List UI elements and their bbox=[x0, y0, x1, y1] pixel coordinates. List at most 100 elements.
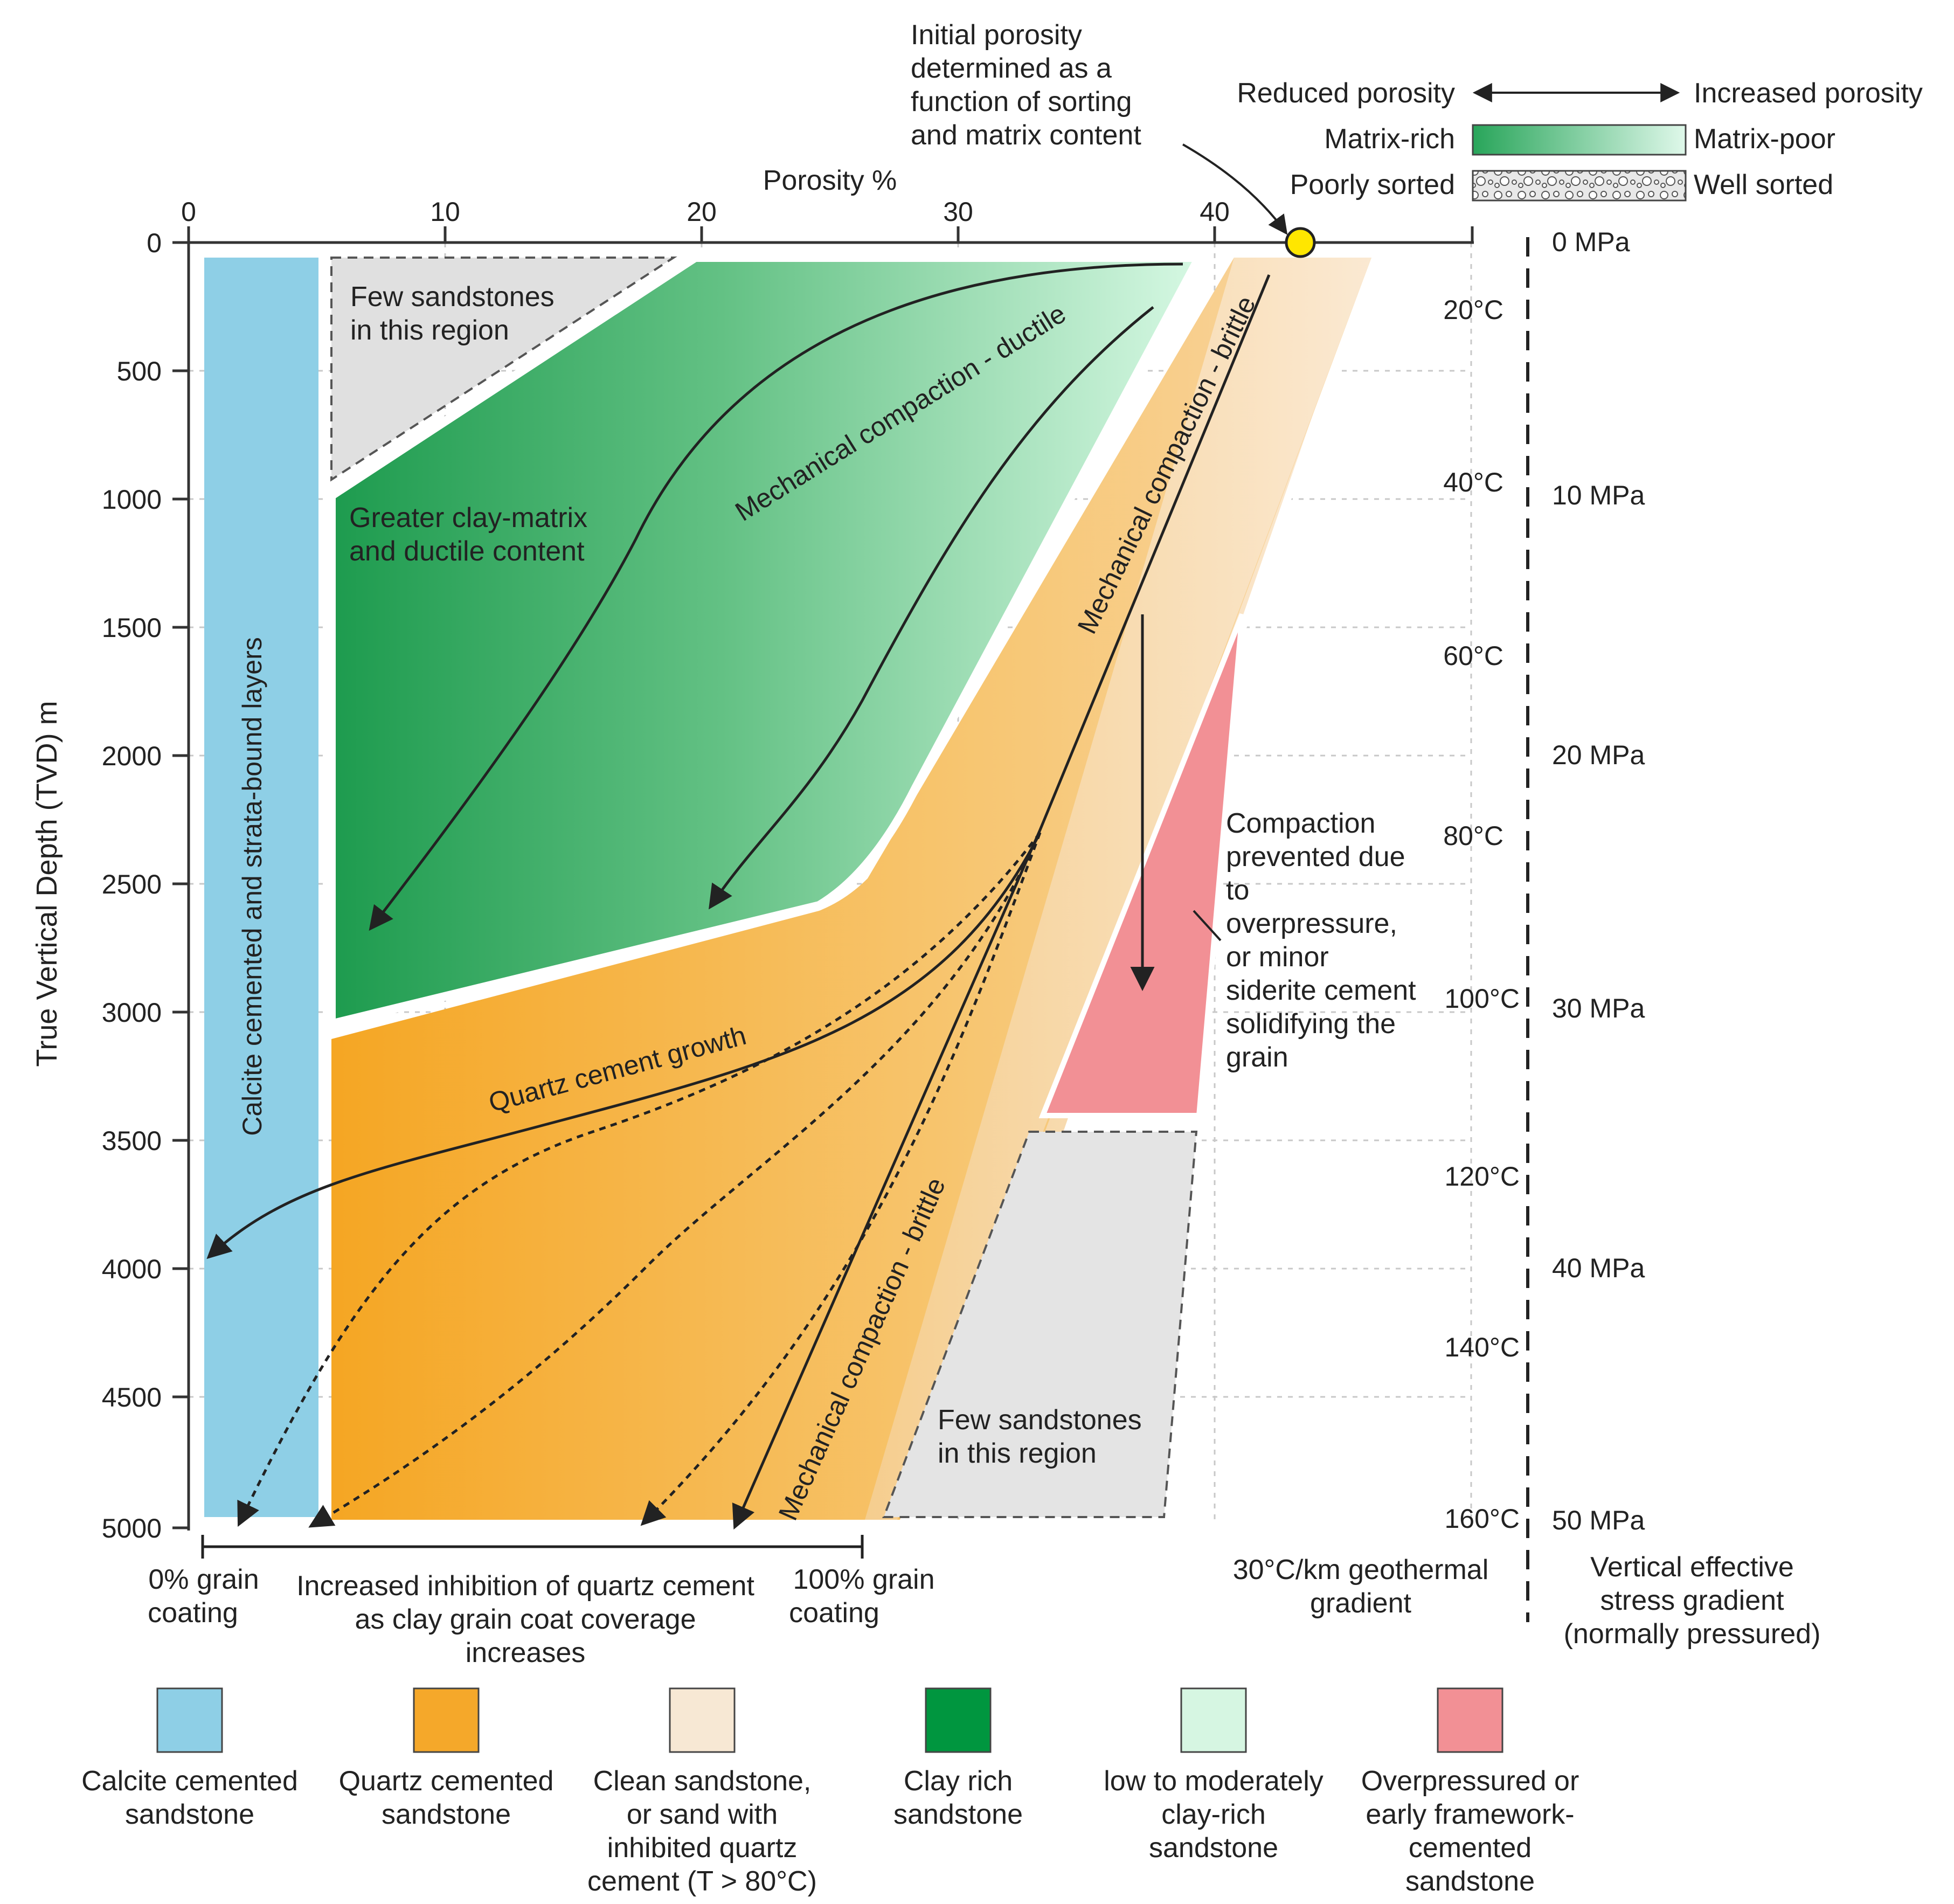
temperature-label: 160°C bbox=[1444, 1504, 1520, 1534]
legend-label: Clay rich bbox=[904, 1765, 1013, 1797]
x-axis bbox=[187, 226, 1474, 244]
y-tick-label: 2500 bbox=[102, 869, 162, 899]
y-tick-label: 1500 bbox=[102, 613, 162, 643]
matrix-gradient-bar bbox=[1472, 124, 1687, 156]
overpressure-label: siderite cement bbox=[1226, 975, 1416, 1006]
initial-porosity-label: and matrix content bbox=[911, 120, 1141, 151]
overpressure-label: to bbox=[1226, 875, 1249, 906]
calcite-region bbox=[204, 258, 318, 1517]
y-tick-label: 0 bbox=[147, 228, 162, 258]
matrix-poor-label: Matrix-poor bbox=[1694, 123, 1835, 155]
stress-caption: (normally pressured) bbox=[1564, 1618, 1821, 1650]
x-tick-label: 10 bbox=[430, 197, 460, 227]
few-sandstones-bottom-label: in this region bbox=[938, 1438, 1097, 1469]
porosity-key: Reduced porosity Increased porosity Matr… bbox=[1237, 78, 1923, 202]
stress-caption: stress gradient bbox=[1600, 1585, 1784, 1616]
stress-caption: Vertical effective bbox=[1590, 1552, 1794, 1583]
legend-label: sandstone bbox=[382, 1799, 511, 1830]
legend-label: or sand with bbox=[627, 1799, 778, 1830]
legend-label: cemented bbox=[1409, 1832, 1532, 1864]
legend-label: low to moderately bbox=[1104, 1765, 1324, 1797]
y-tick-label: 3500 bbox=[102, 1126, 162, 1156]
initial-porosity-label: determined as a bbox=[911, 53, 1112, 84]
legend-label: Quartz cemented bbox=[339, 1765, 554, 1797]
x-tick-label: 40 bbox=[1200, 197, 1230, 227]
few-sandstones-top-label: Few sandstones bbox=[350, 281, 555, 313]
overpressure-label: or minor bbox=[1226, 941, 1329, 973]
legend-label: clay-rich bbox=[1161, 1799, 1266, 1830]
temperature-label: 140°C bbox=[1444, 1332, 1520, 1362]
legend-label: sandstone bbox=[893, 1799, 1023, 1830]
legend-swatch-quartz bbox=[413, 1687, 480, 1753]
few-sandstones-top-label: in this region bbox=[350, 315, 509, 346]
x-axis-title: Porosity % bbox=[763, 165, 897, 196]
temperature-label: 80°C bbox=[1443, 821, 1503, 851]
overpressure-label: prevented due bbox=[1226, 841, 1405, 873]
legend-swatch-overpressured bbox=[1437, 1687, 1503, 1753]
coating-right-label: coating bbox=[789, 1597, 879, 1629]
initial-porosity-label: Initial porosity bbox=[911, 19, 1082, 51]
legend-label: Overpressured or bbox=[1361, 1765, 1579, 1797]
few-sandstones-bottom-region bbox=[882, 1131, 1198, 1518]
increased-porosity-label: Increased porosity bbox=[1694, 78, 1923, 109]
legend-swatch-low-clay bbox=[1180, 1687, 1247, 1753]
poorly-sorted-label: Poorly sorted bbox=[1290, 169, 1455, 200]
overpressure-label: grain bbox=[1226, 1042, 1288, 1073]
legend-label: Clean sandstone, bbox=[593, 1765, 812, 1797]
legend-swatch-clean bbox=[669, 1687, 736, 1753]
legend: Calcite cemented sandstone Quartz cement… bbox=[81, 1687, 1579, 1897]
y-tick-label: 4000 bbox=[102, 1254, 162, 1284]
grain-coating-scale bbox=[201, 1535, 864, 1559]
y-axis bbox=[172, 241, 190, 1531]
geothermal-caption: 30°C/km geothermal bbox=[1233, 1554, 1489, 1585]
legend-label: sandstone bbox=[1149, 1832, 1278, 1864]
legend-swatch-clay-rich bbox=[925, 1687, 992, 1753]
legend-label: cement (T > 80°C) bbox=[587, 1866, 817, 1897]
few-sandstones-top-region bbox=[330, 257, 677, 482]
initial-porosity-label: function of sorting bbox=[911, 86, 1132, 117]
coating-left-label: coating bbox=[148, 1597, 238, 1629]
y-tick-label: 2000 bbox=[102, 741, 162, 771]
y-tick-label: 4500 bbox=[102, 1382, 162, 1413]
stress-label: 0 MPa bbox=[1552, 227, 1630, 257]
temperature-label: 20°C bbox=[1443, 295, 1503, 325]
legend-swatch-calcite bbox=[156, 1687, 223, 1753]
stress-label: 40 MPa bbox=[1552, 1253, 1645, 1283]
y-tick-label: 500 bbox=[117, 356, 162, 386]
quartz-cemented-region bbox=[331, 258, 1371, 1520]
overpressure-label: Compaction bbox=[1226, 808, 1375, 839]
y-tick-label: 5000 bbox=[102, 1513, 162, 1543]
initial-porosity-pointer bbox=[1182, 143, 1288, 235]
legend-label: Calcite cemented bbox=[81, 1765, 298, 1797]
x-tick-label: 0 bbox=[181, 197, 196, 227]
coating-right-label: 100% grain bbox=[793, 1564, 934, 1595]
geothermal-caption: gradient bbox=[1310, 1588, 1411, 1619]
calcite-layers-label: Calcite cemented and strata-bound layers bbox=[237, 637, 267, 1136]
overpressure-label: overpressure, bbox=[1226, 908, 1397, 939]
y-tick-label: 1000 bbox=[102, 484, 162, 515]
x-tick-label: 30 bbox=[943, 197, 973, 227]
few-sandstones-bottom-label: Few sandstones bbox=[938, 1404, 1142, 1436]
initial-porosity-dot bbox=[1285, 227, 1316, 258]
stress-label: 50 MPa bbox=[1552, 1505, 1645, 1535]
temperature-label: 100°C bbox=[1444, 984, 1520, 1014]
greater-clay-label: and ductile content bbox=[349, 536, 585, 567]
temperature-label: 40°C bbox=[1443, 467, 1503, 497]
compaction-curves bbox=[206, 262, 1271, 1530]
x-tick-label: 20 bbox=[687, 197, 717, 227]
dotted-compaction-curves bbox=[237, 832, 1042, 1528]
sorting-bar bbox=[1472, 170, 1687, 202]
coating-left-label: 0% grain bbox=[148, 1564, 259, 1595]
reduced-porosity-label: Reduced porosity bbox=[1237, 78, 1455, 109]
stress-label: 30 MPa bbox=[1552, 993, 1645, 1023]
coating-middle-label: as clay grain coat coverage bbox=[355, 1604, 696, 1635]
temperature-label: 120°C bbox=[1444, 1161, 1520, 1192]
y-tick-label: 3000 bbox=[102, 998, 162, 1028]
legend-label: sandstone bbox=[1405, 1866, 1535, 1897]
clay-rich-region bbox=[327, 253, 1207, 1030]
y-axis-title: True Vertical Depth (TVD) m bbox=[31, 701, 63, 1067]
legend-label: early framework- bbox=[1366, 1799, 1574, 1830]
overpressure-pointer bbox=[1193, 910, 1222, 941]
coating-middle-label: Increased inhibition of quartz cement bbox=[296, 1570, 754, 1602]
